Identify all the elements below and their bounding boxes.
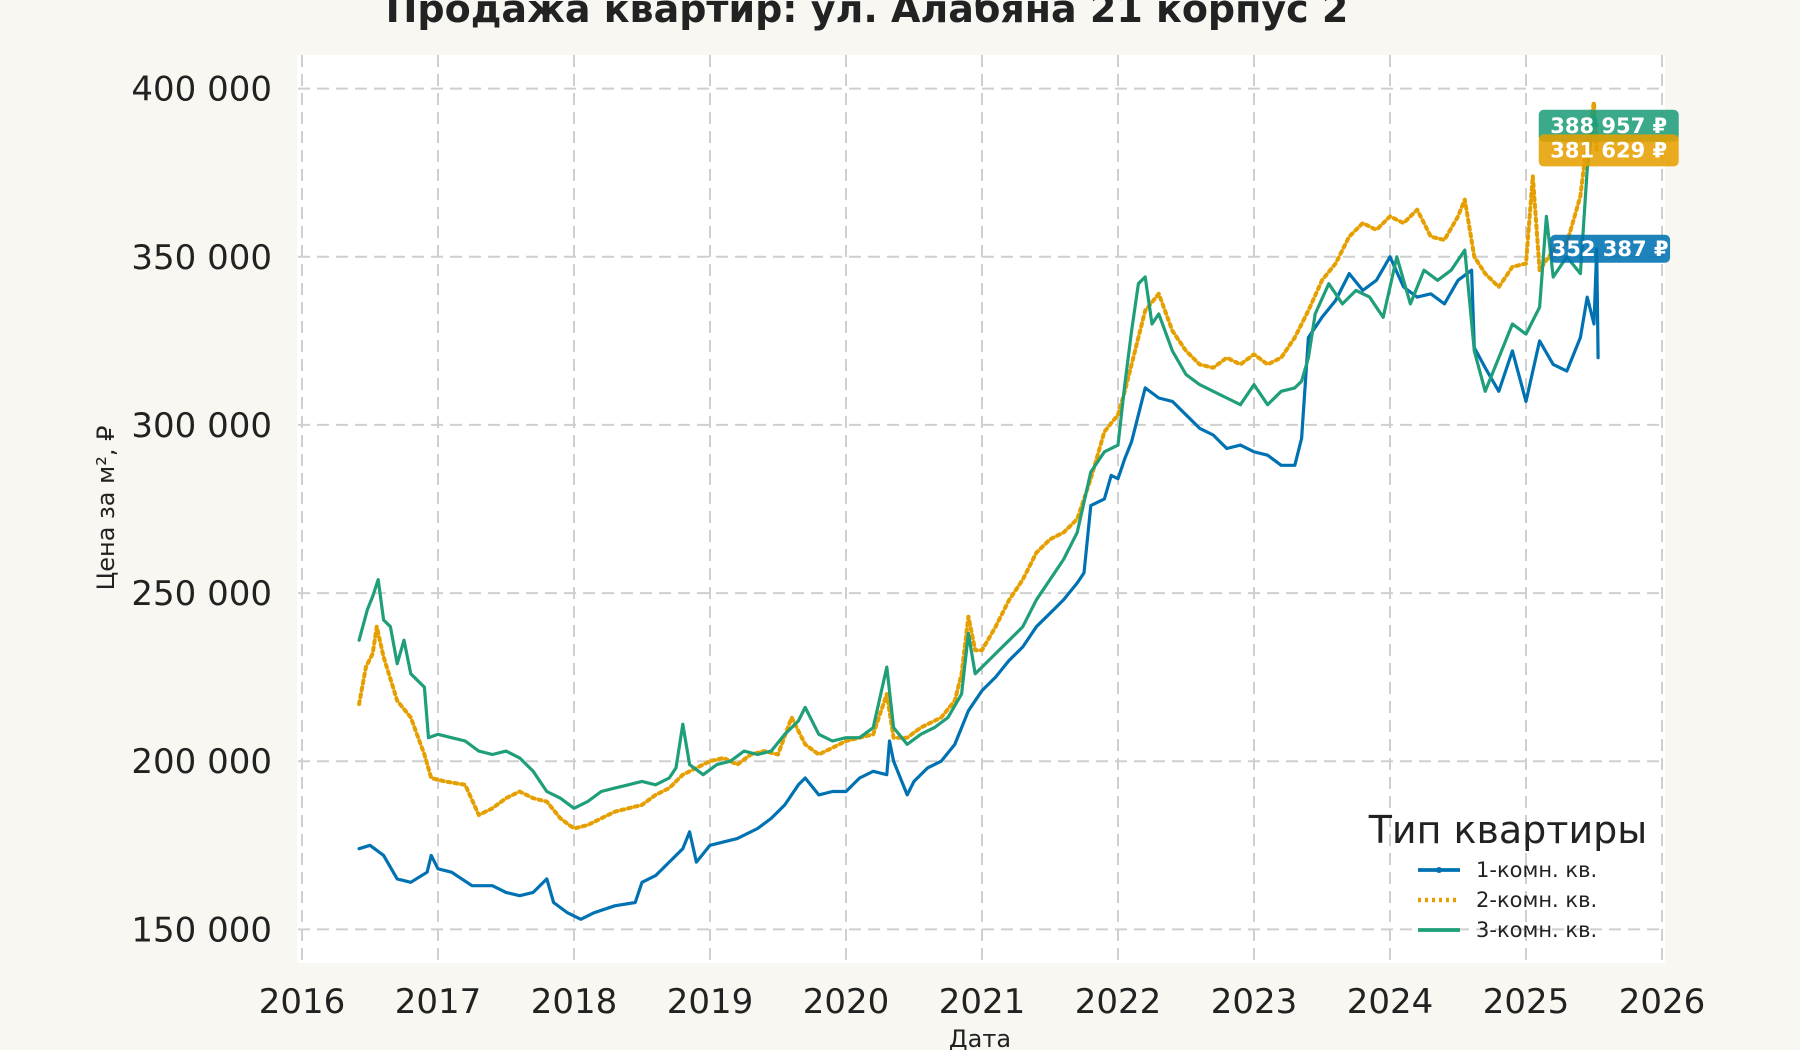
value-badge-bg (1538, 109, 1679, 142)
y-axis-label: Цена за м², ₽ (92, 426, 120, 591)
series-line-2 (357, 100, 1599, 831)
x-tick-label: 2016 (259, 982, 346, 1022)
y-tick-label: 200 000 (131, 742, 272, 782)
plot-area (297, 55, 1665, 963)
legend-label: 3-комн. кв. (1476, 918, 1597, 942)
y-tick-label: 400 000 (131, 70, 272, 110)
legend-items: 1-комн. кв. 2-комн. кв. 3-комн. кв. (1418, 858, 1597, 942)
legend: Тип квартиры 1-комн. кв. 2-комн. кв. 3-ком… (1368, 808, 1648, 942)
value-badge-label: 352 387 ₽ (1552, 237, 1669, 261)
x-tick-label: 2025 (1483, 982, 1570, 1022)
x-tick-label: 2018 (531, 982, 618, 1022)
value-badge-bg (1538, 134, 1679, 167)
value-badges: 388 957 ₽381 629 ₽ 352 387 ₽ (1538, 109, 1679, 263)
value-badge-1: 388 957 ₽ (1538, 109, 1679, 142)
legend-title: Тип квартиры (1368, 808, 1648, 852)
x-tick-label: 2021 (939, 982, 1026, 1022)
value-badge-label: 381 629 ₽ (1550, 138, 1667, 162)
chart-title: Продажа квартир: ул. Алабяна 21 корпус 2 (386, 0, 1349, 31)
x-tick-label: 2019 (667, 982, 754, 1022)
x-tick-label: 2020 (803, 982, 890, 1022)
x-tick-label: 2026 (1619, 982, 1706, 1022)
y-tick-label: 350 000 (131, 238, 272, 278)
y-tick-label: 300 000 (131, 406, 272, 446)
legend-marker (1436, 867, 1442, 873)
x-tick-label: 2022 (1075, 982, 1162, 1022)
y-tick-label: 250 000 (131, 574, 272, 614)
legend-item-3: 3-комн. кв. (1418, 918, 1597, 942)
x-tick-label: 2017 (395, 982, 482, 1022)
value-badge-label: 388 957 ₽ (1550, 114, 1667, 138)
value-badge-bg (1550, 234, 1671, 263)
x-tick-label: 2023 (1211, 982, 1298, 1022)
legend-label: 2-комн. кв. (1476, 888, 1597, 912)
legend-item-2: 2-комн. кв. (1418, 888, 1597, 912)
legend-label: 1-комн. кв. (1476, 858, 1597, 882)
x-tick-label: 2024 (1347, 982, 1434, 1022)
value-badge-3: 352 387 ₽ (1550, 234, 1671, 263)
axis-ticks: 2016 2017 2018 2019 2020 2021 2022 2023 2024 2025… (131, 70, 1705, 1022)
value-badge-2: 381 629 ₽ (1538, 134, 1679, 167)
x-axis-label: Дата (949, 1025, 1011, 1050)
series-line-3 (357, 113, 1599, 810)
y-tick-label: 150 000 (131, 910, 272, 950)
legend-item-1: 1-комн. кв. (1418, 858, 1597, 882)
series-layer (357, 100, 1600, 921)
